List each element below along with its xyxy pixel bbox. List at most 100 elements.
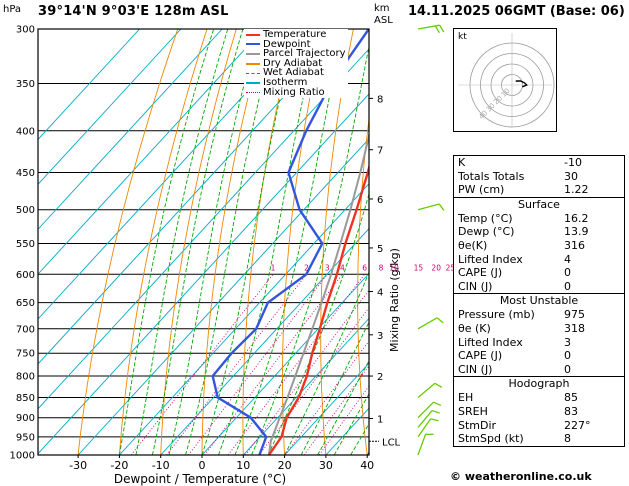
wet-adiabat-line (135, 29, 229, 455)
mixing-ratio-line (303, 365, 369, 455)
pressure-tick-label: 450 (16, 168, 35, 179)
wet-adiabat-line (185, 29, 278, 455)
legend-label: Parcel Trajectory (263, 48, 346, 60)
legend-item: Wet Adiabat (246, 68, 346, 78)
index-label: Totals Totals (458, 169, 525, 183)
dry-adiabat-line (160, 29, 237, 455)
wind-barb-flag (430, 418, 439, 422)
wet-adiabat-line (168, 29, 260, 455)
legend-label: Isotherm (263, 76, 308, 88)
index-row: Totals Totals 30 (454, 170, 624, 184)
wind-barb (417, 24, 440, 30)
dry-adiabat-line (428, 29, 450, 455)
pressure-tick-label: 750 (16, 349, 35, 360)
legend-swatch (246, 52, 260, 55)
index-label: StmDir (458, 418, 497, 432)
wind-barb-flag (434, 25, 440, 34)
wind-barb (417, 203, 440, 211)
legend-item: Temperature (246, 30, 346, 40)
copyright-footer: © weatheronline.co.uk (450, 470, 592, 483)
legend-item: Parcel Trajectory (246, 49, 346, 59)
index-label: SREH (458, 404, 488, 418)
surface-row: θe(K) 316 (454, 239, 624, 253)
km-tick-label: 4 (377, 288, 383, 299)
legend-label: Temperature (263, 29, 327, 40)
temperature-tick-label: 20 (278, 459, 292, 472)
isotherm-line (77, 138, 369, 455)
temperature-line (267, 163, 369, 455)
mixing-ratio-label: 1 (271, 263, 276, 272)
surface-row: CIN (J) 0 (454, 280, 624, 294)
km-tick-label: 6 (377, 195, 383, 206)
wet-adiabat-line (118, 29, 215, 455)
index-value: 0 (564, 266, 571, 280)
legend-label: Mixing Ratio (263, 86, 325, 98)
wind-barb-flag (436, 317, 444, 324)
km-tick-label: 1 (377, 415, 383, 426)
index-value: 0 (564, 279, 571, 293)
wet-adiabat-line (151, 29, 244, 455)
wind-barb-flag (439, 24, 445, 33)
wind-barb-flag (434, 382, 443, 388)
mixing-ratio-label: 10 (389, 263, 399, 272)
mixing-ratio-line (284, 340, 369, 455)
chart-legend: Temperature Dewpoint Parcel Trajectory Dry … (244, 29, 348, 99)
index-label: CAPE (J) (458, 349, 503, 363)
isotherm-line (38, 29, 223, 230)
temperature-tick-label: 30 (319, 459, 333, 472)
wind-barb (417, 434, 427, 456)
index-value: 16.2 (564, 211, 589, 225)
legend-label: Dewpoint (263, 38, 311, 50)
most-unstable-row: CIN (J) 0 (454, 363, 624, 377)
index-label: Dewp (°C) (458, 225, 515, 239)
surface-row: Temp (°C) 16.2 (454, 212, 624, 226)
pressure-tick-label: 650 (16, 298, 35, 309)
pressure-tick-label: 300 (16, 25, 35, 36)
temperature-tick-label: 0 (199, 459, 206, 472)
index-label: CAPE (J) (458, 266, 503, 280)
mixing-ratio-line (188, 274, 328, 455)
hodograph-ring-label: 40 (477, 109, 489, 121)
wet-adiabat-line (234, 29, 345, 455)
temperature-tick-label: 10 (236, 459, 250, 472)
dry-adiabat-line (118, 29, 208, 455)
pressure-tick-label: 1000 (10, 451, 35, 462)
dry-adiabat-line (242, 29, 296, 455)
mixing-ratio-label: 4 (340, 263, 345, 272)
km-tick-label: 3 (377, 331, 383, 342)
wind-barb (417, 418, 432, 438)
hodograph-ring-label: 30 (485, 102, 497, 114)
legend-item: Dewpoint (246, 38, 346, 50)
dry-adiabat-line (77, 29, 179, 455)
most-unstable-row: CAPE (J) 0 (454, 349, 624, 363)
index-label: θe (K) (458, 321, 491, 335)
index-label: Lifted Index (458, 335, 523, 349)
temperature-tick-label: 40 (360, 459, 374, 472)
dry-adiabat-line (394, 29, 413, 455)
index-value: 316 (564, 238, 585, 252)
mixing-ratio-axis-label: Mixing Ratio (g/kg) (388, 248, 401, 352)
isotherm-line (201, 272, 369, 455)
index-row: PW (cm) 1.22 (454, 183, 624, 197)
index-label: CIN (J) (458, 362, 493, 376)
km-tick-label: 8 (377, 94, 383, 105)
pressure-tick-label: 600 (16, 270, 35, 281)
pressure-tick-label: 350 (16, 79, 35, 90)
hodograph-trace (515, 80, 528, 88)
x-axis-label: Dewpoint / Temperature (°C) (114, 472, 286, 486)
index-value: 4 (564, 252, 571, 266)
index-label: CIN (J) (458, 279, 493, 293)
hodograph-ring-label: 10 (500, 87, 512, 99)
wet-adiabat-line (333, 392, 369, 455)
mixing-ratio-label: 6 (362, 263, 367, 272)
wet-adiabat-line (201, 29, 297, 455)
lcl-label: LCL (382, 437, 401, 448)
altitude-unit-label: km ASL (374, 3, 393, 27)
km-tick-label: 2 (377, 372, 383, 383)
index-value: 8 (564, 432, 571, 446)
pressure-tick-label: 400 (16, 126, 35, 137)
pressure-tick-label: 700 (16, 324, 35, 335)
isotherm-line (38, 29, 140, 141)
index-label: EH (458, 391, 474, 405)
